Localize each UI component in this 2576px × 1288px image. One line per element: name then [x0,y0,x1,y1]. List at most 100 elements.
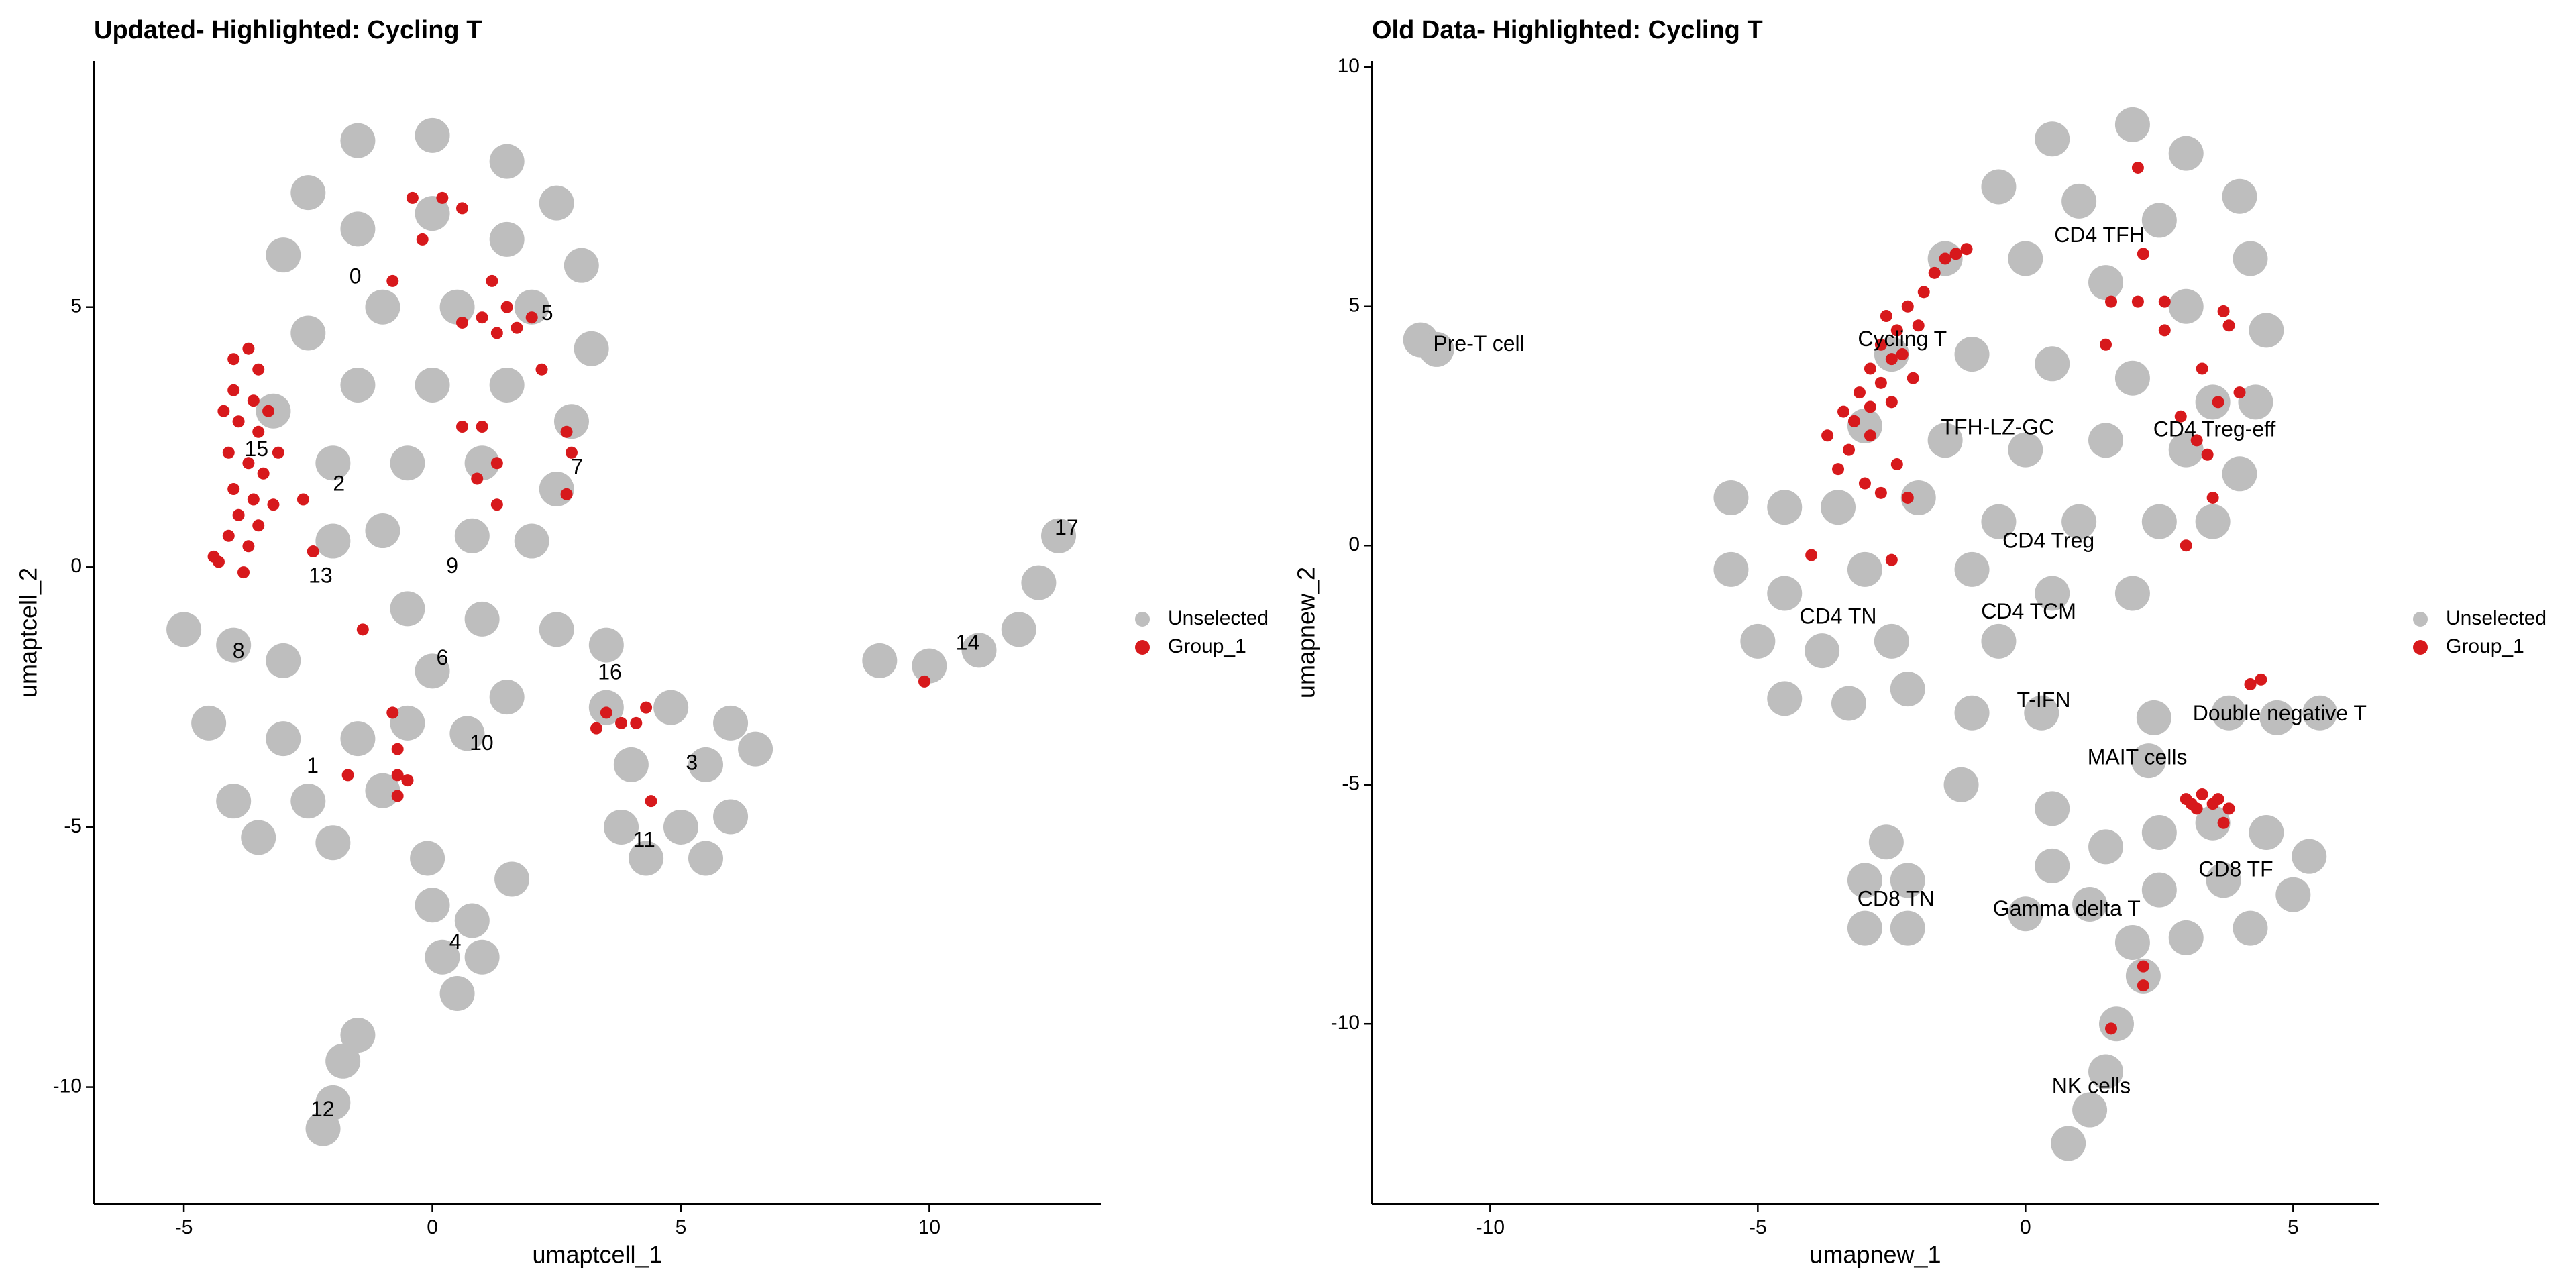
point [2072,1092,2108,1128]
point [216,627,252,663]
point [257,467,270,480]
point [1874,376,1887,389]
point [242,540,255,553]
point [1805,549,1818,561]
point [439,289,475,325]
point [489,221,525,257]
point [2249,313,2284,348]
point [2201,448,2214,461]
point [630,716,643,729]
x-tick-label: 0 [2020,1216,2031,1238]
point [464,939,500,975]
point [1901,300,1914,313]
point [2141,203,2177,238]
point [489,367,525,402]
point [2008,241,2043,276]
point [341,769,354,782]
x-tick-label: 5 [676,1216,687,1238]
point [1890,324,1903,337]
point [242,457,255,470]
cluster-label: 16 [598,660,622,684]
point [455,202,468,215]
point [2158,324,2171,337]
cluster-label: 0 [350,264,362,288]
point [216,784,252,819]
point [1981,169,2017,205]
point [191,705,227,741]
point [415,196,450,231]
point [2222,802,2235,815]
point [1001,612,1036,647]
point [290,784,326,819]
point [401,774,414,787]
point [1419,331,1454,367]
chart-title: Updated- Highlighted: Cycling T [94,16,482,44]
point [415,367,450,402]
point [2259,700,2295,735]
chart-title: Old Data- Highlighted: Cycling T [1372,16,1763,44]
point [1901,491,1914,504]
point [262,405,275,417]
point [305,1111,341,1146]
point [1896,348,1909,361]
point [290,315,326,351]
point [340,1018,376,1053]
point [560,425,573,438]
point [2098,1006,2134,1042]
point [1767,681,1803,716]
cluster-label: 5 [541,301,553,325]
point [315,825,351,861]
point [1949,248,1962,260]
point [2035,576,2070,611]
point [242,342,255,355]
point [1917,286,1930,299]
cluster-label: 2 [333,471,345,495]
point [1832,463,1845,476]
point [629,841,664,876]
cluster-label: CD4 Treg-eff [2153,417,2276,441]
point [297,493,309,506]
point [2137,248,2149,260]
point [252,519,265,532]
point [476,311,488,324]
point [415,888,450,923]
point [2105,295,2118,308]
point [514,523,549,559]
legend-marker [1135,612,1150,627]
point [1885,396,1898,409]
point [2222,178,2257,214]
cluster-label: 3 [686,751,698,775]
point [1900,480,1936,515]
cluster-label: 11 [633,827,655,851]
point [2233,910,2268,946]
point [410,841,445,876]
point [2125,958,2161,994]
point [247,394,260,407]
point [2088,265,2124,301]
point [315,445,351,481]
point [1943,767,1979,802]
point [511,321,523,334]
point [1874,623,1909,659]
point [2195,504,2231,539]
x-axis-title: umapnew_1 [1809,1241,1941,1269]
point [449,716,485,751]
point [415,653,450,689]
point [1821,490,1856,525]
point [476,421,488,433]
point [390,445,425,481]
point [1954,695,1990,731]
cluster-label: CD4 Treg [2002,529,2094,553]
point [1853,386,1866,399]
point [2114,107,2150,142]
point [2255,673,2267,686]
point [2233,386,2246,399]
point [386,274,399,287]
cluster-label: CD4 TN [1800,604,1877,628]
point [237,566,250,579]
point [2141,815,2177,851]
point [574,331,609,366]
point [1021,565,1057,600]
point [713,705,749,741]
point [266,721,301,757]
